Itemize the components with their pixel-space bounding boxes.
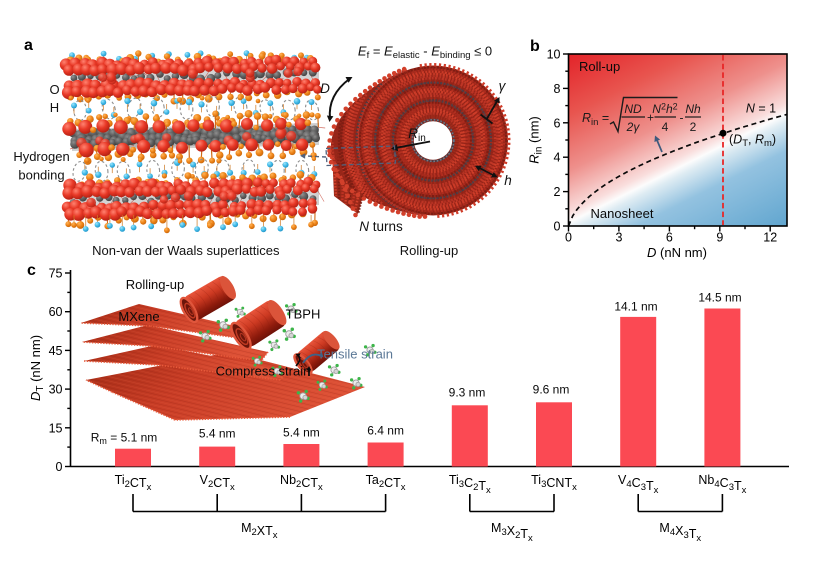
- svg-text:0: 0: [554, 220, 561, 234]
- svg-text:Ti2CTx: Ti2CTx: [115, 473, 152, 493]
- svg-text:V4C3Tx: V4C3Tx: [618, 473, 659, 496]
- svg-text:Nh: Nh: [685, 102, 701, 116]
- svg-text:D (nN nm): D (nN nm): [647, 245, 707, 260]
- svg-text:6: 6: [554, 116, 561, 130]
- svg-text:Ti3CNTx: Ti3CNTx: [531, 473, 577, 493]
- svg-text:10: 10: [547, 48, 561, 62]
- svg-text:h: h: [504, 173, 512, 188]
- svg-text:Nb4C3Tx: Nb4C3Tx: [698, 473, 746, 496]
- svg-text:15: 15: [49, 421, 63, 435]
- svg-text:bonding: bonding: [18, 168, 64, 183]
- svg-text:Non-van der Waals superlattice: Non-van der Waals superlattices: [92, 243, 280, 258]
- svg-text:N2h2: N2h2: [652, 102, 677, 117]
- svg-text:Ti3C2Tx: Ti3C2Tx: [449, 473, 491, 496]
- svg-text:N turns: N turns: [359, 219, 403, 234]
- svg-text:4: 4: [554, 151, 561, 165]
- svg-text:b: b: [530, 38, 540, 55]
- svg-text:6: 6: [666, 231, 673, 245]
- svg-text:Ef = Eelastic - Ebinding ≤ 0: Ef = Eelastic - Ebinding ≤ 0: [358, 44, 492, 62]
- svg-text:Rolling-up: Rolling-up: [400, 243, 459, 258]
- svg-text:2: 2: [554, 185, 561, 199]
- svg-text:2: 2: [690, 120, 697, 134]
- svg-text:6.4 nm: 6.4 nm: [367, 424, 404, 438]
- svg-text:H: H: [50, 100, 59, 115]
- svg-text:Nanosheet: Nanosheet: [591, 206, 654, 221]
- svg-text:9.3 nm: 9.3 nm: [449, 386, 486, 400]
- svg-text:Rolling-up: Rolling-up: [126, 277, 185, 292]
- svg-text:60: 60: [49, 305, 63, 319]
- svg-text:O: O: [49, 82, 59, 97]
- svg-text:14.5 nm: 14.5 nm: [698, 291, 741, 305]
- svg-text:c: c: [27, 262, 36, 279]
- svg-text:ND: ND: [624, 102, 642, 116]
- svg-text:M2XTx: M2XTx: [241, 521, 278, 541]
- svg-text:N = 1: N = 1: [746, 102, 776, 116]
- svg-text:D: D: [320, 81, 330, 96]
- svg-text:2γ: 2γ: [626, 120, 641, 134]
- svg-text:Ta2CTx: Ta2CTx: [366, 473, 406, 493]
- svg-text:M4X3Tx: M4X3Tx: [659, 521, 701, 544]
- svg-text:45: 45: [49, 344, 63, 358]
- svg-text:+: +: [647, 111, 654, 125]
- svg-text:M3X2Tx: M3X2Tx: [491, 521, 533, 544]
- svg-text:5.4 nm: 5.4 nm: [199, 427, 236, 441]
- svg-text:Rin: Rin: [408, 126, 426, 144]
- svg-text:TBPH: TBPH: [286, 307, 321, 322]
- svg-text:Roll-up: Roll-up: [579, 59, 620, 74]
- svg-text:a: a: [24, 37, 33, 54]
- svg-text:MXene: MXene: [118, 309, 159, 324]
- svg-text:Rm = 5.1 nm: Rm = 5.1 nm: [91, 431, 158, 447]
- svg-text:Compress strain: Compress strain: [216, 364, 311, 379]
- svg-text:9: 9: [716, 231, 723, 245]
- svg-text:γ: γ: [499, 79, 507, 94]
- svg-text:Tensile strain: Tensile strain: [317, 347, 393, 362]
- svg-text:V2CTx: V2CTx: [200, 473, 235, 493]
- svg-text:9.6 nm: 9.6 nm: [533, 383, 570, 397]
- svg-text:14.1 nm: 14.1 nm: [614, 300, 657, 314]
- svg-text:4: 4: [662, 120, 669, 134]
- svg-text:0: 0: [565, 231, 572, 245]
- svg-text:8: 8: [554, 82, 561, 96]
- svg-text:DT (nN nm): DT (nN nm): [28, 335, 46, 401]
- svg-text:Rin (nm): Rin (nm): [527, 116, 545, 164]
- svg-text:12: 12: [763, 231, 777, 245]
- svg-text:75: 75: [49, 267, 63, 281]
- svg-text:Rin =: Rin =: [582, 111, 609, 128]
- svg-text:Nb2CTx: Nb2CTx: [280, 473, 323, 493]
- svg-text:0: 0: [56, 460, 63, 474]
- svg-text:3: 3: [615, 231, 622, 245]
- svg-text:5.4 nm: 5.4 nm: [283, 426, 320, 440]
- svg-text:-: -: [680, 111, 684, 125]
- svg-text:30: 30: [49, 383, 63, 397]
- svg-text:Hydrogen: Hydrogen: [13, 149, 69, 164]
